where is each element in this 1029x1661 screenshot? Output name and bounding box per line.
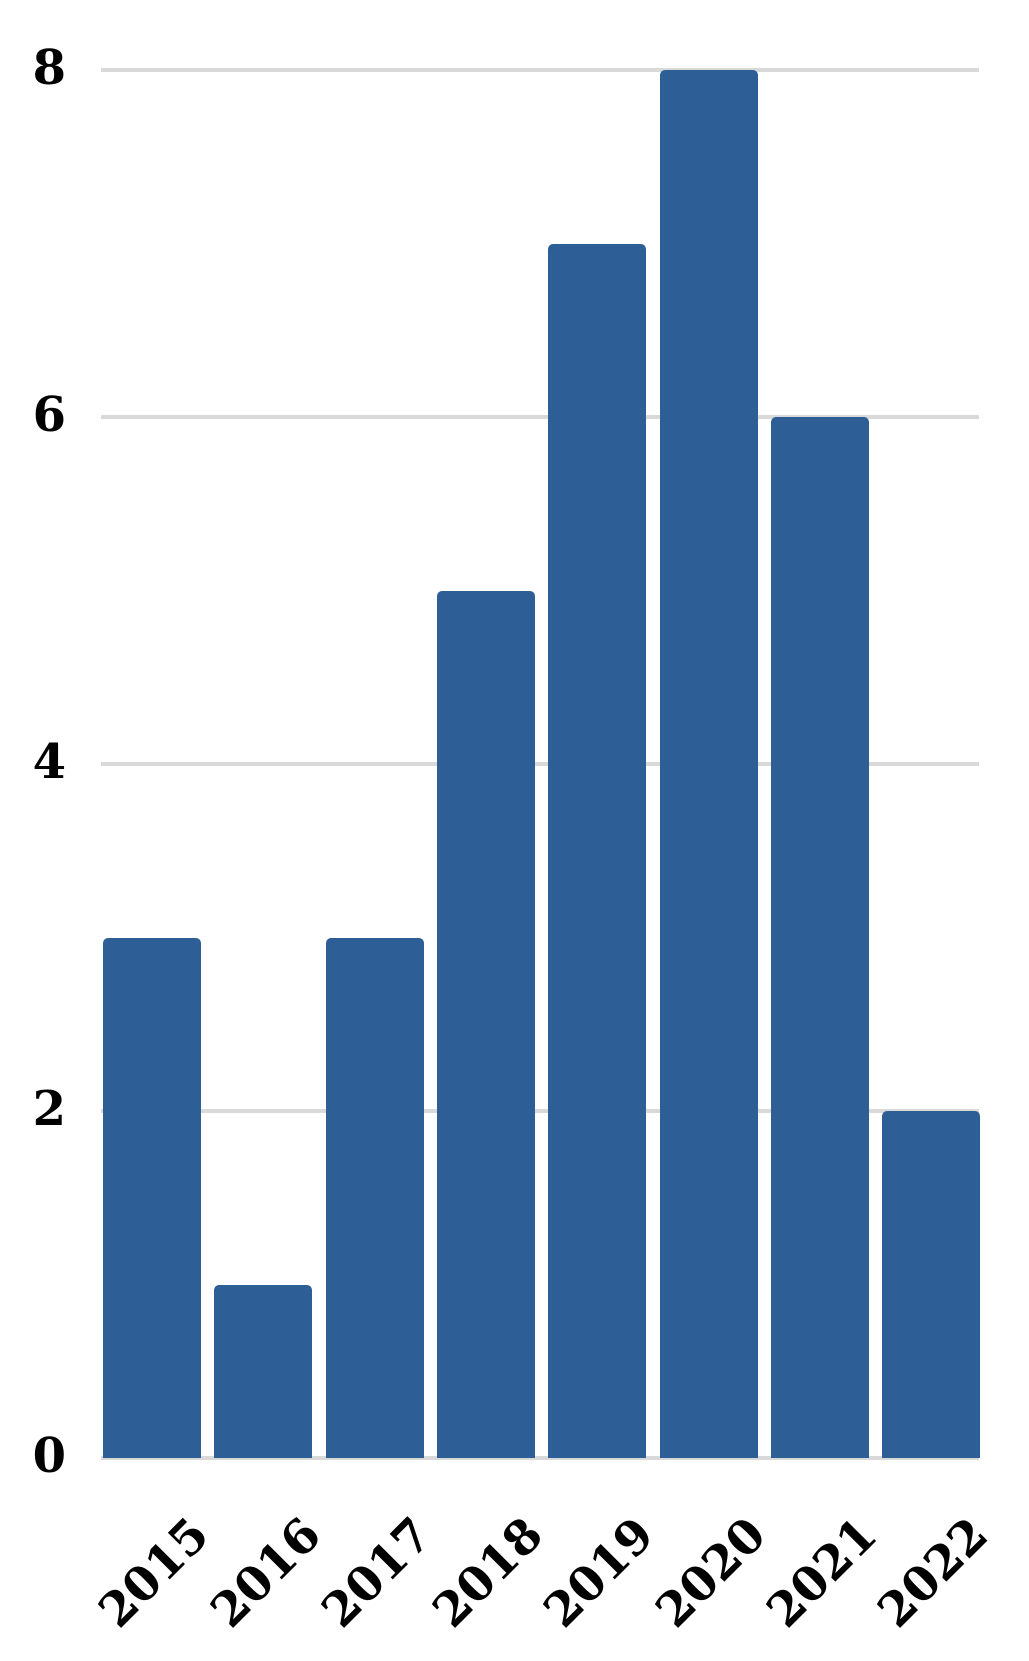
bar-2019	[548, 243, 647, 1458]
bar-2017	[325, 937, 424, 1458]
x-tick-label-2015: 2015	[88, 1507, 221, 1639]
gridline-0	[101, 1456, 979, 1460]
bar-2018	[436, 590, 535, 1458]
y-tick-label-6: 6	[32, 387, 66, 443]
y-tick-label-0: 0	[32, 1428, 66, 1484]
gridline-8	[101, 68, 979, 72]
gridline-2	[101, 1109, 979, 1113]
x-tick-label-2022: 2022	[867, 1507, 1000, 1639]
x-tick-label-2016: 2016	[199, 1507, 332, 1639]
x-tick-label-2019: 2019	[533, 1507, 666, 1639]
gridline-4	[101, 762, 979, 766]
x-tick-label-2017: 2017	[311, 1507, 443, 1639]
x-tick-label-2018: 2018	[422, 1507, 554, 1639]
bar-2016	[214, 1284, 313, 1458]
x-tick-label-2021: 2021	[756, 1507, 888, 1639]
y-tick-label-2: 2	[32, 1081, 66, 1137]
y-tick-label-8: 8	[32, 40, 66, 96]
bar-2020	[659, 70, 758, 1458]
x-tick-label-2020: 2020	[645, 1507, 777, 1639]
bar-2021	[770, 417, 869, 1458]
bar-2022	[882, 1111, 981, 1458]
bar-2015	[103, 937, 201, 1458]
gridline-6	[101, 415, 979, 419]
y-tick-label-4: 4	[32, 734, 66, 790]
